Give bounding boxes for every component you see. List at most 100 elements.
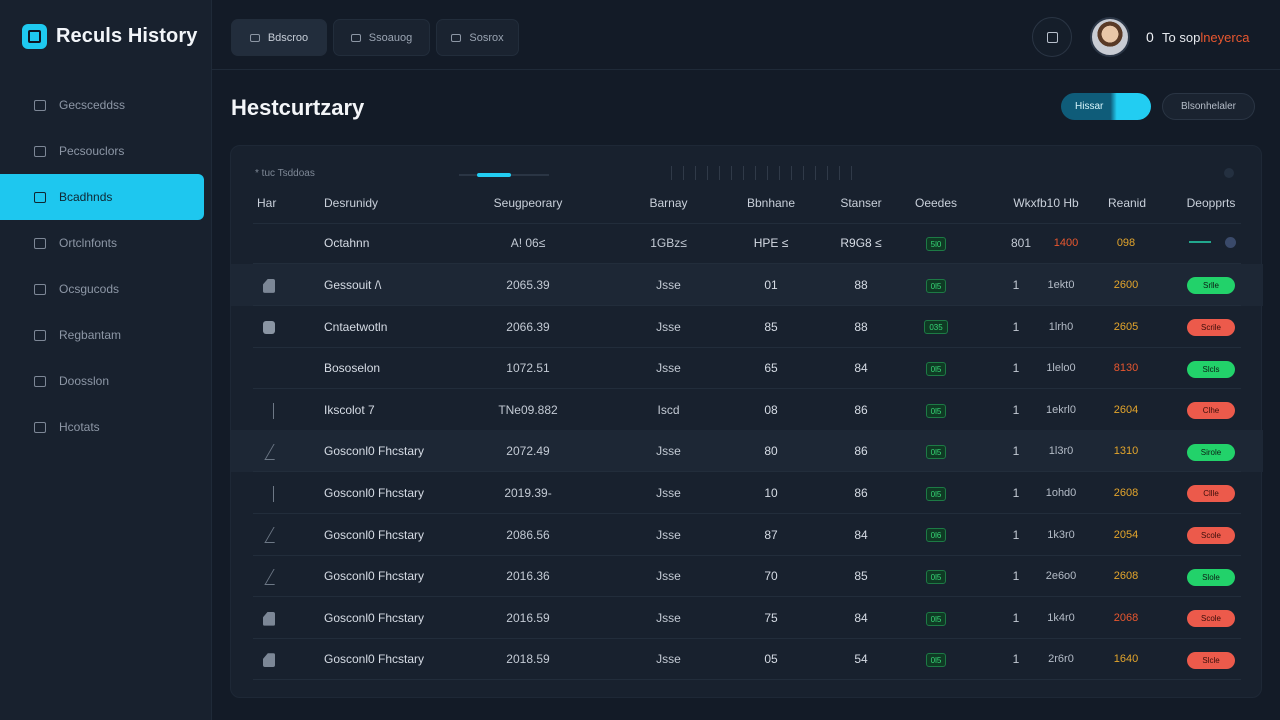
table-row[interactable]: Gosconl0 Fhcstary 2086.56 Jsse 87 84 0l6 1 1k3r… xyxy=(231,514,1263,556)
sidebar-item-0[interactable]: Gecsceddss xyxy=(0,82,212,128)
cell-code: 2072.49 xyxy=(506,444,550,459)
table-row[interactable]: Gosconl0 Fhcstary 2072.49 Jsse 80 86 0l5 1 1l3r… xyxy=(231,430,1263,473)
row-icon-cell xyxy=(263,389,274,431)
table-row[interactable]: Gosconl0 Fhcstary 2016.36 Jsse 70 85 0l5 1 2e6o… xyxy=(231,555,1263,598)
notifications-button[interactable] xyxy=(1032,17,1072,57)
summary-code: A! 06≤ xyxy=(510,236,546,250)
sidebar-item-1[interactable]: Pecsouclors xyxy=(0,128,212,174)
cell-n1: 08 xyxy=(764,402,778,417)
cell-cat: Jsse xyxy=(656,569,681,584)
indicator-icon xyxy=(1225,237,1236,248)
folder-icon xyxy=(34,375,46,387)
tab-2[interactable]: Sosrox xyxy=(436,19,519,56)
row-type-icon xyxy=(263,653,275,668)
table-row[interactable]: Bososelon 1072.51 Jsse 65 84 0l5 1 1lelo0 8130 Sl… xyxy=(231,347,1263,390)
user-menu[interactable]: To soplneyerca xyxy=(1162,30,1249,45)
status-badge[interactable]: Srlle xyxy=(1187,277,1235,295)
cell-value: 2605 xyxy=(1113,320,1139,333)
row-icon-cell xyxy=(263,430,284,472)
cell-desc: Bososelon xyxy=(324,361,381,376)
column-header[interactable]: Oeedes xyxy=(914,196,958,210)
table-row[interactable]: Gessouit /\ 2065.39 Jsse 01 88 0l5 1 1ekt0 2600 S… xyxy=(231,264,1263,306)
cell-one: 1 xyxy=(1012,444,1020,459)
sidebar-item-6[interactable]: Doosslon xyxy=(0,358,212,404)
cell-n2: 84 xyxy=(854,610,868,625)
column-header[interactable]: Bbnhane xyxy=(746,196,796,210)
cell-size: 1ohd0 xyxy=(1045,487,1077,499)
column-header[interactable]: Desrunidy xyxy=(324,196,379,210)
cell-cat: Jsse xyxy=(656,527,681,542)
row-icon-cell xyxy=(263,597,275,639)
sidebar-item-4[interactable]: Ocsgucods xyxy=(0,266,212,312)
trend-icon xyxy=(1189,241,1211,243)
cell-code: 2016.36 xyxy=(506,569,550,584)
tab-icon xyxy=(249,33,260,42)
column-header[interactable]: Stanser xyxy=(840,196,882,210)
sidebar-item-3[interactable]: Ortclnfonts xyxy=(0,220,212,266)
row-type-icon xyxy=(264,527,284,544)
status-badge[interactable]: Clhe xyxy=(1187,402,1235,420)
status-badge[interactable]: Scole xyxy=(1187,610,1235,628)
cell-one: 1 xyxy=(1012,278,1020,292)
column-header[interactable]: Har xyxy=(257,196,277,210)
table-row[interactable]: Gosconl0 Fhcstary 2018.59 Jsse 05 54 0l5 1 2r6r… xyxy=(231,638,1263,681)
table-header: Har Desrunidy Seugpeorary Barnay Bbnhane Stan… xyxy=(231,182,1263,224)
status-badge[interactable]: Slole xyxy=(1187,568,1235,586)
user-name: To sop xyxy=(1162,30,1201,45)
history-icon xyxy=(34,191,46,203)
primary-action-button[interactable]: Hissar xyxy=(1061,93,1151,120)
status-cell: Sirole xyxy=(1176,430,1246,472)
cell-code: TNe09.882 xyxy=(498,402,558,417)
table-row[interactable]: Ikscolot 7 TNe09.882 Iscd 08 86 0l5 1 1ekrl0 260… xyxy=(231,389,1263,431)
page-title: Hestcurtzary xyxy=(231,95,365,120)
cell-value: 1640 xyxy=(1113,653,1139,666)
column-header[interactable]: Barnay xyxy=(649,196,688,210)
slider-handle[interactable] xyxy=(477,173,511,177)
table-row[interactable]: Cntaetwotln 2066.39 Jsse 85 88 035 1 1lrh0 2605 S… xyxy=(231,306,1263,348)
status-badge[interactable]: Slcls xyxy=(1187,360,1235,378)
summary-cat: 1GBz≤ xyxy=(650,236,687,250)
cell-value: 2054 xyxy=(1113,528,1139,541)
more-icon[interactable] xyxy=(1224,168,1234,178)
column-header[interactable]: Seugpeorary xyxy=(493,196,563,210)
status-badge[interactable]: Scrile xyxy=(1187,318,1235,336)
status-badge[interactable]: Slcle xyxy=(1187,651,1235,669)
sidebar-item-label: Pecsouclors xyxy=(59,144,125,158)
cell-n2: 88 xyxy=(854,319,868,334)
row-icon-cell xyxy=(263,472,274,514)
table-row[interactable]: Gosconl0 Fhcstary 2016.59 Jsse 75 84 0l5 1 1k4r… xyxy=(231,597,1263,639)
cell-cat: Jsse xyxy=(656,486,681,500)
app-logo-icon xyxy=(22,24,47,49)
status-badge[interactable]: Cllle xyxy=(1187,485,1235,503)
status-badge[interactable]: Scole xyxy=(1187,526,1235,544)
secondary-action-button[interactable]: Blsonhelaler xyxy=(1162,93,1255,120)
status-cell: Slole xyxy=(1176,555,1246,597)
sidebar-item-5[interactable]: Regbantam xyxy=(0,312,212,358)
lock-icon xyxy=(34,283,46,295)
tag-badge: 0l6 xyxy=(925,528,947,543)
sidebar-item-7[interactable]: Hcotats xyxy=(0,404,212,450)
row-icon-cell xyxy=(263,264,275,306)
cell-size: 1l3r0 xyxy=(1048,445,1074,458)
range-slider[interactable] xyxy=(459,173,549,177)
summary-one: 801 xyxy=(1010,236,1032,250)
avatar[interactable] xyxy=(1090,17,1130,57)
sidebar-item-2[interactable]: Bcadhnds xyxy=(0,174,204,220)
summary-badge: 5l0 xyxy=(925,236,947,251)
cell-one: 1 xyxy=(1012,402,1020,417)
sidebar-item-label: Hcotats xyxy=(59,420,100,434)
column-header[interactable]: Deopprts xyxy=(1186,196,1236,210)
status-cell: Scole xyxy=(1176,514,1246,556)
status-badge[interactable]: Sirole xyxy=(1187,443,1235,461)
cell-one: 1 xyxy=(1012,610,1020,625)
tab-label: Sosrox xyxy=(469,31,504,44)
tab-1[interactable]: Ssoauog xyxy=(333,19,430,56)
cell-cat: Jsse xyxy=(656,361,681,376)
column-header[interactable]: Reanid xyxy=(1107,196,1147,210)
tab-0[interactable]: Bdscroo xyxy=(231,19,327,56)
brand[interactable]: Reculs History xyxy=(22,24,197,49)
cell-value: 2608 xyxy=(1113,487,1139,499)
column-header[interactable]: Wkxfb10 Hb xyxy=(1013,196,1079,210)
table-row[interactable]: Gosconl0 Fhcstary 2019.39- Jsse 10 86 0l5 1 1oh… xyxy=(231,472,1263,514)
row-type-icon xyxy=(273,402,274,419)
